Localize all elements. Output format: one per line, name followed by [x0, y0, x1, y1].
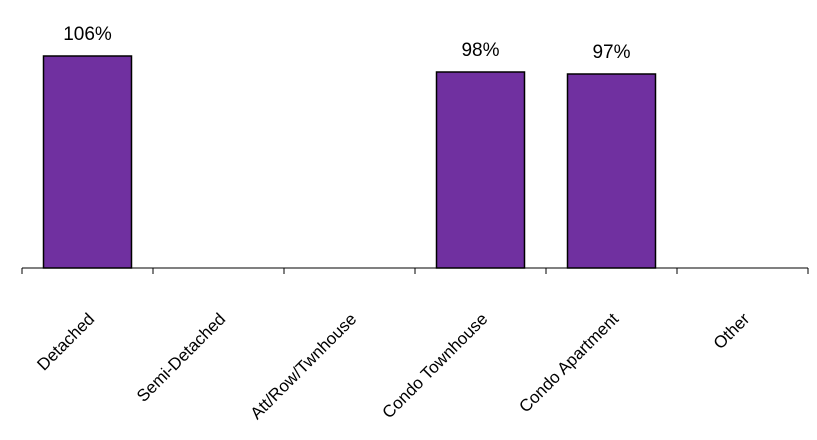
x-tick-labels-group: Detached Semi-Detached Att/Row/Twnhouse Con…: [33, 309, 753, 423]
data-label-condo-townhouse: 98%: [461, 40, 499, 61]
tick-label-condo-townhouse: Condo Townhouse: [379, 309, 492, 422]
bar-condo-apartment: [566, 73, 657, 269]
tick-label-att-row-twnhouse: Att/Row/Twnhouse: [247, 309, 361, 423]
tick-label-condo-apartment: Condo Apartment: [515, 309, 622, 416]
bar-detached: [42, 55, 133, 269]
tick-label-detached: Detached: [33, 309, 98, 374]
tick-label-other: Other: [710, 309, 754, 353]
data-labels-group: 106% 98% 97%: [63, 24, 630, 63]
bars-group: [42, 55, 657, 269]
data-label-detached: 106%: [63, 24, 112, 45]
data-label-condo-apartment: 97%: [592, 42, 630, 63]
bar-condo-townhouse: [435, 71, 526, 269]
tick-label-semi-detached: Semi-Detached: [133, 309, 229, 405]
x-axis: [21, 267, 809, 274]
